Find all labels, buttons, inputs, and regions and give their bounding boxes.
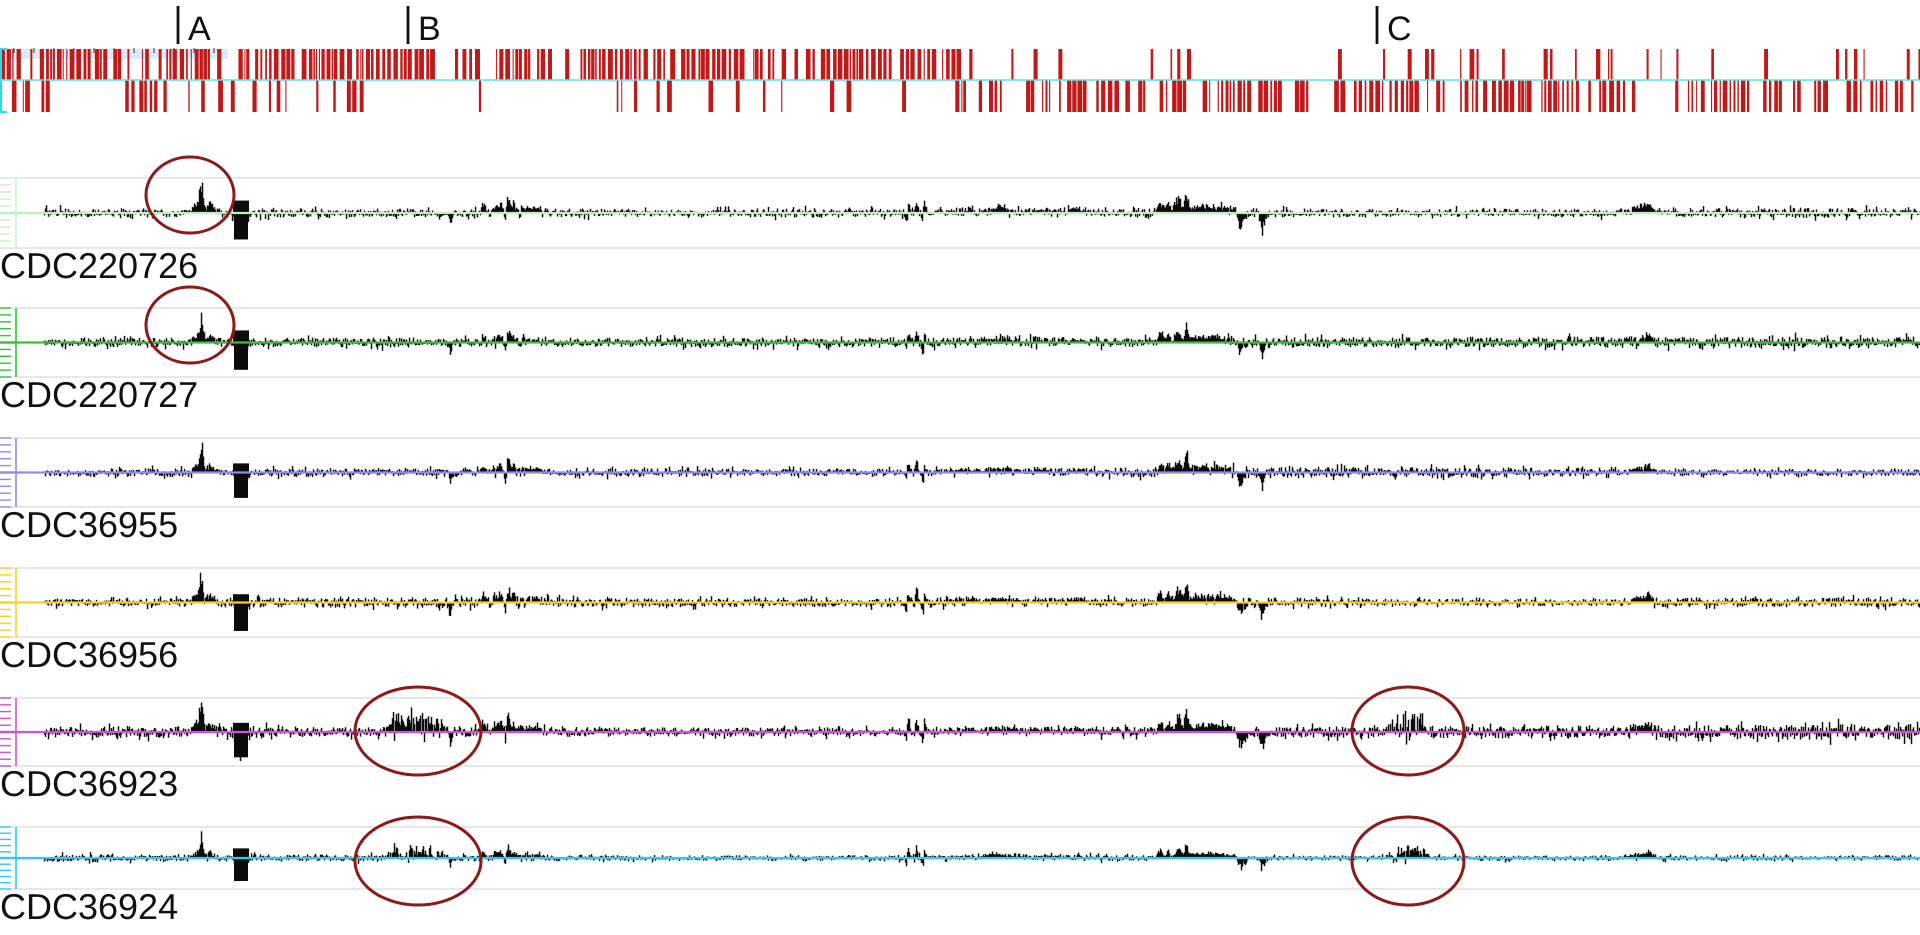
svg-text:B: B [418, 10, 441, 48]
svg-text:CDC220726: CDC220726 [0, 245, 198, 286]
svg-text:A: A [188, 10, 211, 48]
svg-text:C: C [1387, 10, 1412, 48]
svg-text:CDC220727: CDC220727 [0, 374, 198, 415]
